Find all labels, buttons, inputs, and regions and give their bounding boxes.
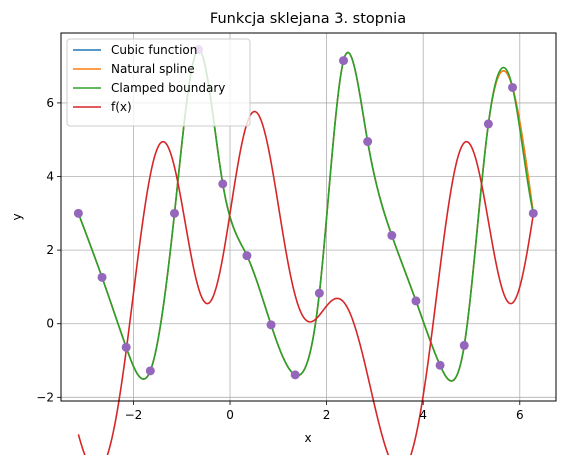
x-tick-label: 0 xyxy=(226,408,234,422)
node-point xyxy=(73,208,83,218)
node-point xyxy=(459,340,469,350)
x-tick-label: 2 xyxy=(323,408,331,422)
legend-box xyxy=(66,38,251,127)
interpolation-nodes xyxy=(73,45,538,380)
node-point xyxy=(145,366,155,376)
x-tick-label: −2 xyxy=(125,408,143,422)
x-tick-label: 4 xyxy=(419,408,427,422)
node-point xyxy=(266,320,276,330)
y-axis-ticks: −2 0 2 4 6 xyxy=(36,96,61,404)
node-point xyxy=(339,56,349,66)
series-line-3 xyxy=(77,110,535,455)
legend-label: Natural spline xyxy=(111,62,195,76)
node-point xyxy=(411,296,421,306)
series-line-2 xyxy=(77,48,535,382)
node-point xyxy=(97,272,107,282)
legend-label: Clamped boundary xyxy=(111,81,225,95)
y-tick-label: 2 xyxy=(46,243,54,257)
node-point xyxy=(363,137,373,147)
legend: Cubic function Natural spline Clamped boun… xyxy=(66,38,251,127)
chart-title: Funkcja sklejana 3. stopnia xyxy=(210,11,406,27)
node-point xyxy=(218,179,228,189)
y-tick-label: 0 xyxy=(46,317,54,331)
y-axis-label: y xyxy=(10,213,24,220)
legend-label: f(x) xyxy=(111,100,132,114)
y-tick-label: −2 xyxy=(36,390,54,404)
x-tick-label: 6 xyxy=(516,408,524,422)
node-point xyxy=(435,360,445,370)
node-point xyxy=(169,208,179,218)
y-tick-label: 4 xyxy=(46,170,54,184)
node-point xyxy=(314,288,324,298)
node-point xyxy=(121,342,131,352)
node-point xyxy=(242,251,252,261)
x-axis-label: x xyxy=(304,431,311,445)
node-point xyxy=(483,119,493,129)
legend-label: Cubic function xyxy=(111,43,197,57)
y-tick-label: 6 xyxy=(46,96,54,110)
x-axis-ticks: −2 0 2 4 6 xyxy=(125,401,524,422)
series-lines xyxy=(77,48,535,455)
node-point xyxy=(387,230,397,240)
node-point xyxy=(528,208,538,218)
axes-frame xyxy=(60,32,557,402)
node-point xyxy=(508,82,518,92)
node-point xyxy=(290,370,300,380)
